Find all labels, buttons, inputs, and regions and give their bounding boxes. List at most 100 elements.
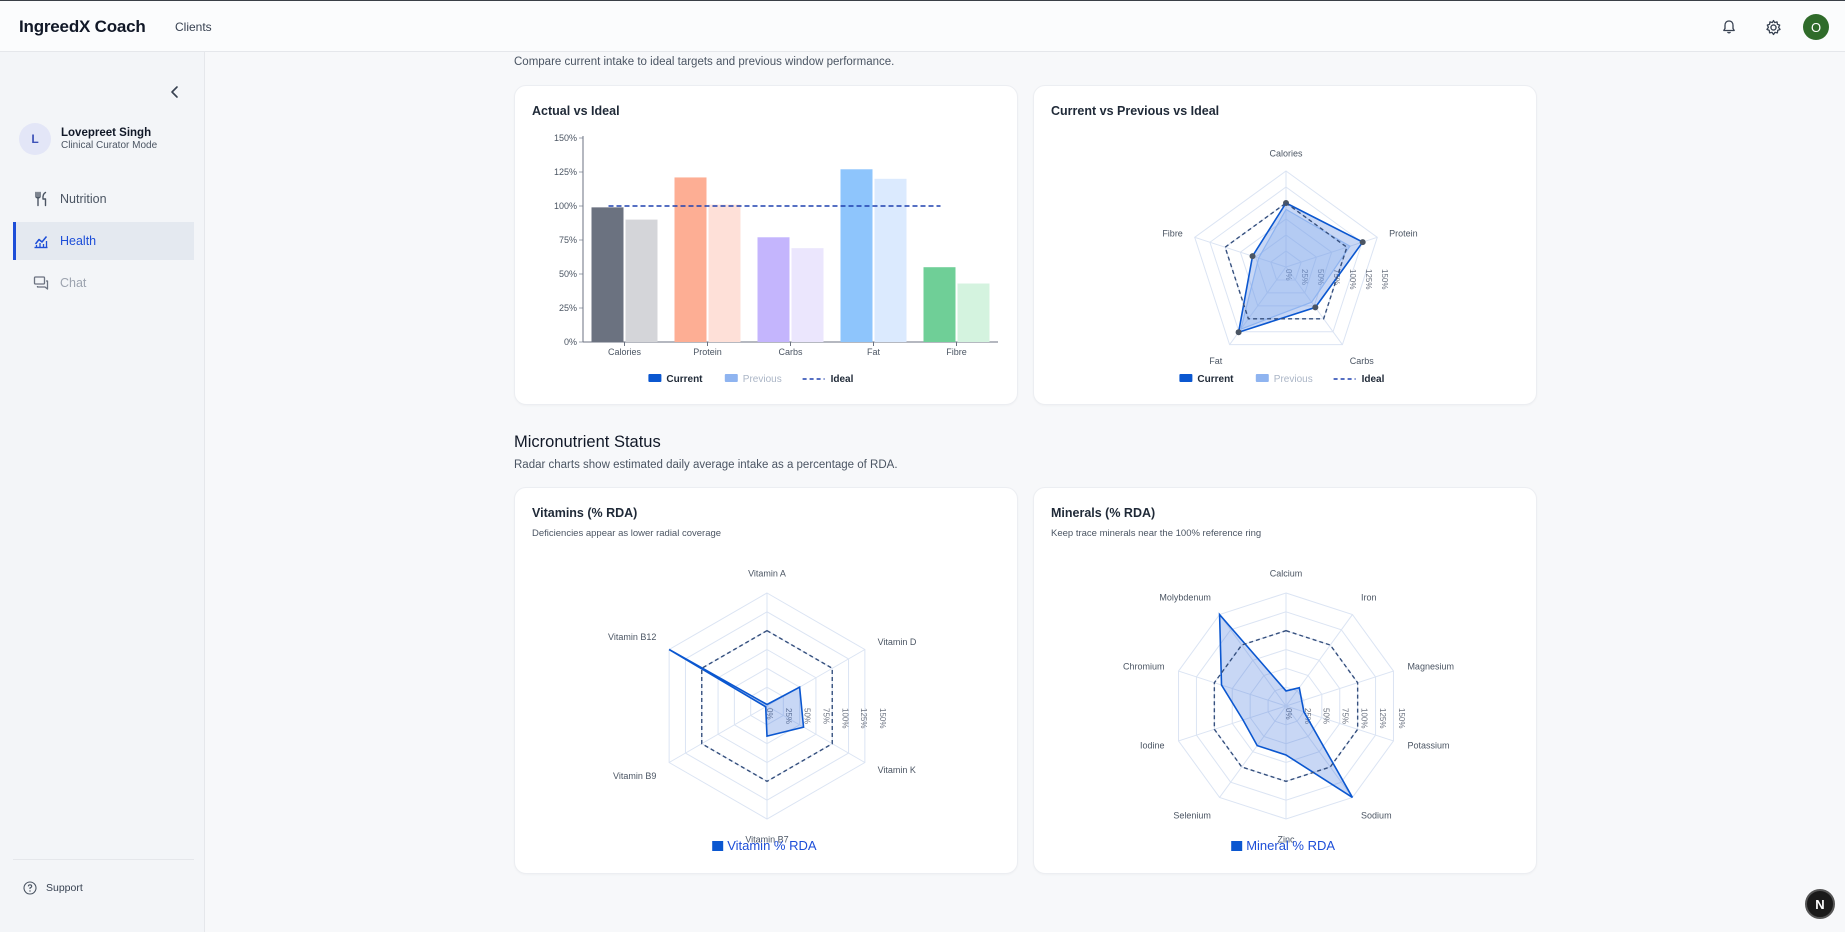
axis-label: Vitamin B12 (608, 632, 656, 642)
x-tick-label: Protein (693, 347, 722, 357)
sidebar-item-nutrition[interactable]: Nutrition (13, 180, 194, 218)
ideal-polygon (1213, 629, 1359, 783)
ring-label: 25% (1303, 708, 1312, 724)
x-tick-label: Fat (867, 347, 881, 357)
ring-label: 0% (1284, 708, 1293, 720)
sidebar-item-chat[interactable]: Chat (13, 264, 194, 302)
card-title: Current vs Previous vs Ideal (1051, 104, 1220, 118)
vitamins-card: Vitamins (% RDA) Deficiencies appear as … (514, 487, 1018, 874)
support-label: Support (46, 882, 83, 894)
bar-previous-carbs (791, 248, 824, 342)
axis-label: Fibre (1162, 228, 1183, 238)
user-profile[interactable]: L Lovepreet Singh Clinical Curator Mode (19, 123, 157, 155)
ring-label: 0% (765, 708, 774, 720)
axis-label: Vitamin B7 (745, 835, 788, 845)
axis-label: Vitamin K (878, 765, 916, 775)
profile-role: Clinical Curator Mode (61, 140, 158, 151)
axis-label: Vitamin A (748, 568, 786, 578)
legend-label: Vitamin % RDA (727, 838, 817, 853)
grid-spoke (1194, 236, 1287, 268)
legend-label: Previous (743, 374, 782, 385)
ring-label: 100% (1348, 269, 1357, 289)
sidebar-divider (13, 859, 194, 860)
ring-label: 100% (1359, 708, 1368, 728)
bell-icon[interactable] (1716, 14, 1742, 40)
actual-vs-ideal-card: Actual vs Ideal 0% 25% 50% 75% 100% 125% 150% C… (514, 85, 1018, 405)
grid-ring (1209, 186, 1363, 333)
y-tick-label: 25% (559, 303, 577, 313)
brand-title[interactable]: IngreedX Coach (19, 17, 146, 36)
axis-label: Calcium (1270, 568, 1303, 578)
ring-label: 150% (1380, 269, 1389, 289)
legend-swatch (1231, 841, 1243, 851)
sidebar-item-health[interactable]: Health (13, 222, 194, 260)
ring-label: 125% (859, 708, 868, 728)
ring-label: 25% (784, 708, 793, 724)
current-previous-ideal-chart: 0%25%50%75%100%125%150%CaloriesProteinCa… (1162, 149, 1417, 385)
card-subtitle: Deficiencies appear as lower radial cove… (532, 528, 722, 539)
bar-previous-protein (708, 204, 741, 342)
bar-current-protein (674, 177, 707, 342)
vitamins-radar-chart: 0% 25% 50% 75% 100% 125% 150% Vitamin A Vitamin … (608, 568, 917, 853)
bar-previous-calories (625, 219, 658, 342)
grid-ring (1224, 202, 1348, 320)
card-title: Minerals (% RDA) (1051, 506, 1156, 520)
support-link[interactable]: Support (23, 881, 83, 895)
legend-label: Ideal (831, 374, 854, 385)
bar-previous-fat (874, 178, 907, 342)
previous-polygon (1239, 208, 1351, 331)
legend-label: Current (666, 374, 703, 385)
ring-label: 25% (1300, 269, 1309, 285)
help-circle-icon (23, 881, 37, 895)
ring-label: 150% (878, 708, 887, 728)
grid-spoke (1285, 670, 1394, 707)
data-point (1249, 253, 1256, 260)
card-subtitle: Keep trace minerals near the 100% refere… (1051, 528, 1262, 539)
grid-spoke (668, 705, 768, 763)
user-avatar[interactable]: O (1803, 14, 1829, 40)
chat-icon (32, 274, 50, 292)
sidebar-item-label: Health (60, 234, 97, 248)
axis-label: Magnesium (1407, 662, 1454, 672)
sidebar: L Lovepreet Singh Clinical Curator Mode … (0, 52, 205, 932)
axis-label: Iron (1361, 593, 1377, 603)
x-tick-label: Carbs (778, 347, 803, 357)
bar-current-fat (840, 169, 873, 342)
fork-knife-icon (32, 190, 50, 208)
card-title: Vitamins (% RDA) (532, 506, 638, 520)
sidebar-item-label: Nutrition (60, 192, 107, 206)
clients-nav-link[interactable]: Clients (175, 20, 212, 34)
micronutrient-section-subtitle: Radar charts show estimated daily averag… (514, 459, 898, 471)
legend-swatch-previous (724, 374, 738, 382)
chevron-left-icon (171, 86, 178, 98)
series-polygon (668, 648, 805, 738)
grid-spoke (1219, 614, 1287, 707)
collapse-sidebar-button[interactable] (167, 84, 183, 100)
axis-label: Selenium (1173, 810, 1211, 820)
ring-label: 75% (822, 708, 831, 724)
series-polygon (1218, 612, 1354, 799)
axis-label: Vitamin D (878, 637, 917, 647)
x-tick-label: Fibre (946, 347, 967, 357)
axis-label: Zinc (1277, 835, 1295, 845)
bar-current-fibre (923, 267, 956, 342)
axis-label: Fat (1209, 356, 1223, 366)
axis-label: Chromium (1123, 662, 1165, 672)
minerals-radar-chart: 0% 25% 50% 75% 100% 125% 150% Calcium Iron Magnes… (1123, 568, 1454, 853)
nextjs-dev-button[interactable]: N (1805, 889, 1835, 919)
data-point (1312, 304, 1319, 311)
y-tick-label: 75% (559, 235, 577, 245)
grid-spoke (766, 705, 866, 763)
x-tick-label: Calories (608, 347, 642, 357)
ring-label: 50% (1316, 269, 1325, 285)
axis-label: Potassium (1407, 740, 1449, 750)
macro-section-subtitle: Compare current intake to ideal targets … (514, 56, 895, 68)
current-previous-ideal-card: Current vs Previous vs Ideal 0%25%50%75%… (1033, 85, 1537, 405)
ring-label: 125% (1378, 708, 1387, 728)
grid-spoke (1285, 705, 1353, 798)
sidebar-item-label: Chat (60, 276, 87, 290)
axis-label: Calories (1269, 149, 1303, 159)
legend-swatch-previous (1255, 374, 1269, 382)
gear-icon[interactable] (1760, 14, 1786, 40)
axis-label: Carbs (1350, 356, 1375, 366)
